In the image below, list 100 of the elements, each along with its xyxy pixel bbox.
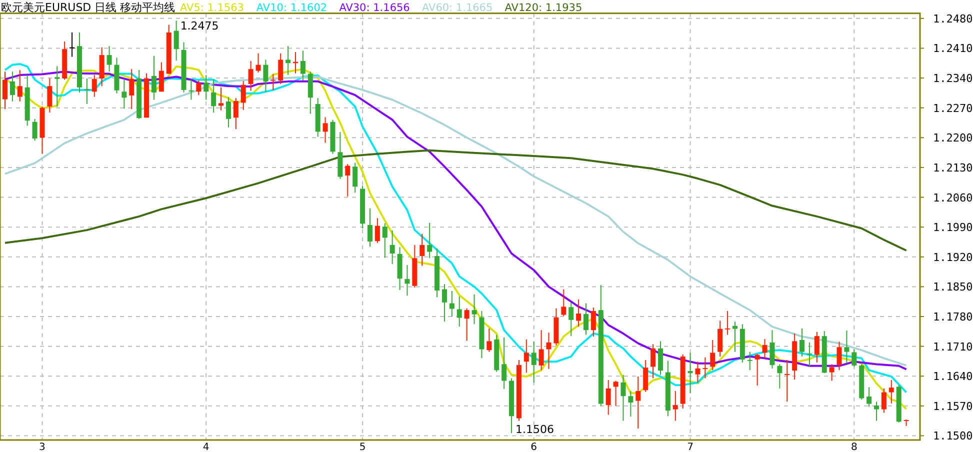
candlestick: [233, 98, 238, 130]
candlestick: [643, 359, 648, 392]
candlestick: [486, 328, 492, 352]
candlestick: [99, 46, 104, 87]
candlestick: [308, 71, 313, 114]
y-tick-label: 1.1570: [933, 400, 973, 413]
text: AV120: 1.1935: [504, 2, 582, 14]
candlestick: [784, 359, 790, 402]
candlestick: [881, 388, 886, 414]
candlestick: [188, 78, 194, 100]
candlestick: [888, 379, 894, 404]
candlestick: [374, 218, 380, 244]
candlestick: [122, 79, 127, 110]
candlestick: [2, 71, 8, 110]
candlestick: [352, 162, 358, 194]
annotation: 1.1506: [516, 423, 554, 436]
candlestick: [650, 344, 656, 379]
y-tick-label: 1.2340: [933, 72, 973, 86]
candlestick: [92, 74, 97, 98]
x-tick-label: 4: [202, 442, 210, 452]
candlestick: [844, 330, 850, 364]
candlestick: [502, 336, 507, 390]
candlestick: [248, 60, 254, 92]
candlestick: [47, 78, 52, 114]
text: AV60: 1.1665: [422, 2, 493, 14]
candlestick: [658, 340, 663, 376]
y-tick-label: 1.2410: [933, 42, 973, 56]
candlestick: [32, 118, 38, 142]
candlestick: [606, 379, 611, 416]
candlestick: [725, 310, 730, 336]
candlestick: [70, 32, 75, 58]
candlestick: [442, 284, 447, 322]
candlestick: [613, 380, 618, 406]
candlestick: [866, 386, 872, 408]
candlestick: [747, 351, 752, 371]
candlestick: [702, 356, 708, 379]
candlestick: [814, 331, 820, 363]
y-tick-label: 1.2270: [933, 102, 973, 115]
y-tick-label: 1.1500: [933, 430, 973, 443]
y-tick-label: 1.2480: [933, 12, 973, 26]
candlestick: [84, 78, 90, 105]
candlestick: [158, 62, 164, 92]
candlestick: [106, 46, 112, 72]
candlestick: [464, 308, 470, 342]
candlestick: [836, 341, 842, 371]
candlestick: [449, 290, 454, 318]
candlestick: [263, 59, 268, 92]
y-tick-label: 1.1850: [933, 280, 973, 294]
candlestick: [240, 80, 246, 110]
candlestick: [568, 302, 574, 337]
candlestick: [628, 390, 634, 418]
candlestick: [196, 80, 202, 96]
candlestick: [456, 296, 462, 328]
text: AV30: 1.1656: [339, 2, 410, 14]
candlestick: [322, 116, 328, 144]
candlestick: [226, 96, 231, 128]
candlestick: [270, 74, 276, 90]
candlestick: [54, 66, 60, 108]
candlestick: [806, 342, 812, 368]
x-tick-label: 7: [687, 442, 694, 452]
annotation: 1.2475: [180, 20, 219, 33]
candlestick: [404, 264, 410, 296]
candlestick: [584, 302, 589, 336]
candlestick: [345, 164, 350, 197]
candlestick: [777, 364, 782, 389]
candlestick: [762, 338, 768, 359]
x-tick-label: 8: [850, 442, 858, 452]
candlestick: [278, 52, 284, 84]
candlestick: [129, 68, 134, 110]
y-tick-label: 1.1780: [933, 310, 973, 324]
text: AV10: 1.1602: [256, 2, 328, 14]
candlestick: [300, 50, 306, 82]
candlestick: [286, 46, 291, 76]
text: AV5: 1.1563: [180, 2, 244, 14]
candlestick: [672, 390, 678, 422]
candlestick: [718, 320, 723, 358]
y-tick-label: 1.2200: [933, 132, 973, 145]
candlestick: [874, 401, 880, 422]
candlestick: [732, 321, 738, 352]
candlestick: [472, 294, 477, 325]
candlestick: [800, 328, 805, 358]
candlestick: [546, 332, 552, 370]
x-tick-label: 5: [359, 442, 366, 452]
candlestick: [204, 74, 209, 100]
y-tick-label: 1.1710: [933, 340, 973, 354]
candlestick: [427, 222, 432, 259]
candlestick: [151, 55, 156, 100]
x-tick-label: 6: [530, 442, 538, 452]
candlestick: [590, 307, 596, 338]
candlestick: [218, 86, 224, 111]
candlestick: [770, 330, 775, 369]
candlestick: [754, 353, 760, 386]
y-tick-label: 1.1640: [933, 370, 973, 384]
candlestick: [256, 52, 261, 73]
y-tick-label: 1.1990: [933, 221, 973, 234]
x-tick-label: 3: [39, 442, 46, 452]
candlestick: [688, 352, 693, 394]
candlestick: [538, 330, 544, 371]
candlestick: [620, 374, 626, 422]
y-tick-label: 1.2060: [933, 191, 973, 204]
